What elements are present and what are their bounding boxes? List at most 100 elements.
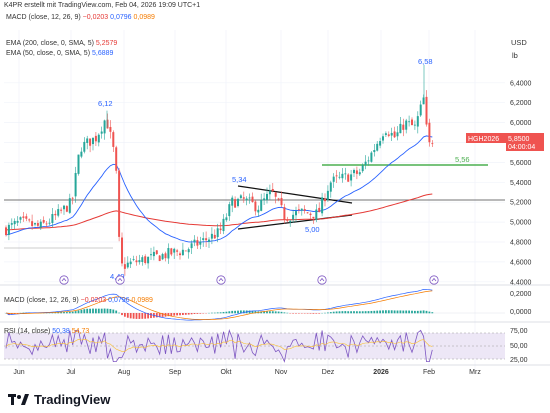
macd-histogram-bar bbox=[338, 311, 341, 314]
macd-histogram-bar bbox=[422, 310, 425, 314]
macd-signal-line bbox=[5, 290, 433, 320]
macd-histogram-bar bbox=[112, 309, 115, 314]
candle-body bbox=[10, 223, 13, 225]
brand-logo[interactable]: TradingView bbox=[8, 392, 110, 407]
price-tick-label: 4,8000 bbox=[510, 240, 532, 247]
event-circle bbox=[216, 275, 226, 285]
macd-histogram-bar bbox=[213, 312, 216, 314]
candle-body bbox=[222, 218, 225, 232]
label-nov-low: 5,00 bbox=[305, 225, 320, 234]
candle-body bbox=[199, 241, 202, 245]
candle-body bbox=[318, 207, 321, 213]
rsi-pane-value: 50,38 bbox=[52, 328, 70, 335]
candle-body bbox=[25, 216, 28, 219]
candle-body bbox=[419, 104, 422, 116]
macd-histogram-bar bbox=[402, 310, 405, 314]
candle-body bbox=[341, 173, 344, 179]
macd-histogram-bar bbox=[211, 312, 213, 314]
candle-body bbox=[353, 169, 355, 174]
event-icons[interactable] bbox=[59, 275, 439, 285]
macd-histogram-bar bbox=[237, 310, 239, 314]
candle-body bbox=[393, 131, 396, 138]
candle-body bbox=[292, 214, 295, 220]
candle-body bbox=[425, 96, 428, 125]
candle-body bbox=[239, 195, 242, 199]
candle-body bbox=[405, 120, 408, 130]
event-icon bbox=[429, 275, 439, 285]
macd-line bbox=[5, 288, 433, 321]
candle-body bbox=[219, 228, 222, 231]
candle-body bbox=[283, 207, 286, 220]
candle-body bbox=[344, 173, 347, 175]
event-circle bbox=[317, 275, 327, 285]
candle-body bbox=[295, 211, 297, 216]
candle-body bbox=[5, 227, 7, 236]
candle-body bbox=[118, 170, 121, 237]
rsi-tick-75: 75,00 bbox=[510, 328, 528, 335]
time-label: Jul bbox=[67, 369, 76, 376]
macd-histogram-bar bbox=[60, 312, 62, 314]
macd-histogram-bar bbox=[57, 312, 60, 314]
symbol-tag: HGH2026 bbox=[468, 136, 499, 143]
macd-histogram-bar bbox=[408, 310, 410, 314]
candle-body bbox=[135, 260, 138, 263]
macd-histogram-bar bbox=[312, 313, 315, 314]
candle-body bbox=[268, 190, 271, 195]
candle-body bbox=[280, 197, 283, 206]
brand-name: TradingView bbox=[34, 392, 111, 407]
candle-body bbox=[112, 132, 115, 147]
event-arrow bbox=[61, 277, 67, 282]
candle-body bbox=[326, 190, 329, 200]
candle-body bbox=[80, 151, 83, 157]
macd-histogram-bar bbox=[109, 308, 112, 314]
macd-histogram-bar bbox=[121, 313, 123, 316]
price-tick-label: 5,4000 bbox=[510, 180, 532, 187]
candle-body bbox=[179, 253, 181, 256]
macd-histogram-bar bbox=[147, 313, 149, 319]
macd-histogram-bar bbox=[254, 311, 257, 314]
candle-body bbox=[367, 160, 370, 162]
candle-body bbox=[184, 250, 187, 252]
candle-body bbox=[210, 233, 213, 239]
candle-body bbox=[373, 150, 376, 153]
macd-histogram-bar bbox=[138, 313, 141, 319]
macd-histogram-bar bbox=[425, 310, 428, 314]
candle-body bbox=[150, 254, 152, 256]
macd-histogram-bar bbox=[390, 310, 393, 314]
candle-body bbox=[321, 197, 324, 214]
macd-histogram-bar bbox=[135, 313, 138, 319]
price-axis-ticks: 6,40006,20006,00005,80005,60005,40005,20… bbox=[510, 80, 532, 286]
macd-histogram-bar bbox=[228, 311, 231, 314]
macd-histogram-bar bbox=[126, 313, 129, 318]
candle-body bbox=[74, 172, 77, 197]
candle-body bbox=[297, 209, 300, 211]
candle-body bbox=[92, 137, 94, 145]
countdown: 04:00:04 bbox=[508, 144, 535, 151]
candle-body bbox=[431, 143, 434, 145]
macd-histogram-bar bbox=[193, 313, 196, 314]
macd-histogram-bar bbox=[266, 311, 268, 314]
candle-body bbox=[416, 116, 419, 127]
event-icon bbox=[216, 275, 226, 285]
macd-histogram-bar bbox=[155, 313, 158, 318]
macd-histogram-bar bbox=[219, 312, 222, 314]
candle-body bbox=[208, 239, 210, 242]
candle-body bbox=[260, 200, 263, 211]
candle-body bbox=[387, 134, 390, 136]
candle-body bbox=[251, 196, 254, 203]
price-tick-label: 6,2000 bbox=[510, 100, 532, 107]
candle-body bbox=[408, 121, 411, 123]
macd-histogram-bar bbox=[344, 311, 347, 314]
price-tick-label: 4,6000 bbox=[510, 259, 532, 266]
price-tick-label: 5,2000 bbox=[510, 200, 532, 207]
price-tick-label: 5,0000 bbox=[510, 220, 532, 227]
macd-histogram-bar bbox=[196, 313, 199, 314]
candle-body bbox=[225, 217, 228, 221]
candle-body bbox=[228, 204, 231, 217]
macd-histogram-bar bbox=[356, 311, 358, 314]
candle-body bbox=[45, 223, 48, 225]
macd-histogram-bar bbox=[335, 311, 338, 314]
candle-body bbox=[19, 217, 22, 220]
candle-body bbox=[115, 147, 118, 171]
candle-body bbox=[242, 197, 245, 199]
